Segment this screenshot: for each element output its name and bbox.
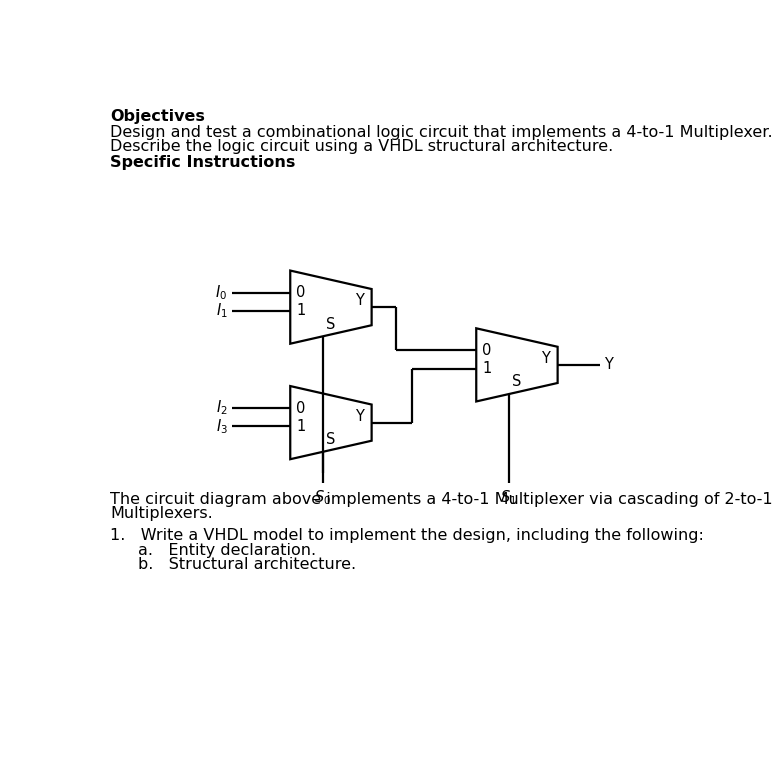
Text: $S_0$: $S_0$ (314, 488, 331, 507)
Text: 0: 0 (296, 400, 306, 415)
Text: Y: Y (354, 409, 364, 424)
Text: 1.   Write a VHDL model to implement the design, including the following:: 1. Write a VHDL model to implement the d… (110, 528, 704, 543)
Text: a.   Entity declaration.: a. Entity declaration. (137, 543, 316, 558)
Text: Y: Y (540, 351, 550, 366)
Text: Objectives: Objectives (110, 109, 205, 124)
Text: Describe the logic circuit using a VHDL structural architecture.: Describe the logic circuit using a VHDL … (110, 138, 614, 153)
Text: $I_3$: $I_3$ (215, 417, 228, 436)
Text: 1: 1 (296, 419, 306, 434)
Text: Design and test a combinational logic circuit that implements a 4-to-1 Multiplex: Design and test a combinational logic ci… (110, 124, 772, 140)
Text: $S_1$: $S_1$ (500, 488, 517, 507)
Text: 0: 0 (296, 285, 306, 300)
Text: 1: 1 (296, 303, 306, 318)
Text: S: S (326, 317, 335, 332)
Text: Y: Y (354, 293, 364, 308)
Text: Multiplexers.: Multiplexers. (110, 506, 213, 521)
Text: 1: 1 (482, 361, 492, 376)
Text: Specific Instructions: Specific Instructions (110, 155, 296, 170)
Text: Y: Y (604, 357, 613, 372)
Text: The circuit diagram above implements a 4-to-1 Multiplexer via cascading of 2-to-: The circuit diagram above implements a 4… (110, 492, 772, 507)
Text: $I_2$: $I_2$ (215, 399, 228, 418)
Text: $I_0$: $I_0$ (215, 283, 228, 302)
Text: b.   Structural architecture.: b. Structural architecture. (137, 557, 356, 572)
Text: S: S (512, 375, 521, 389)
Text: 0: 0 (482, 343, 492, 357)
Text: $I_1$: $I_1$ (215, 301, 228, 320)
Text: S: S (326, 432, 335, 447)
